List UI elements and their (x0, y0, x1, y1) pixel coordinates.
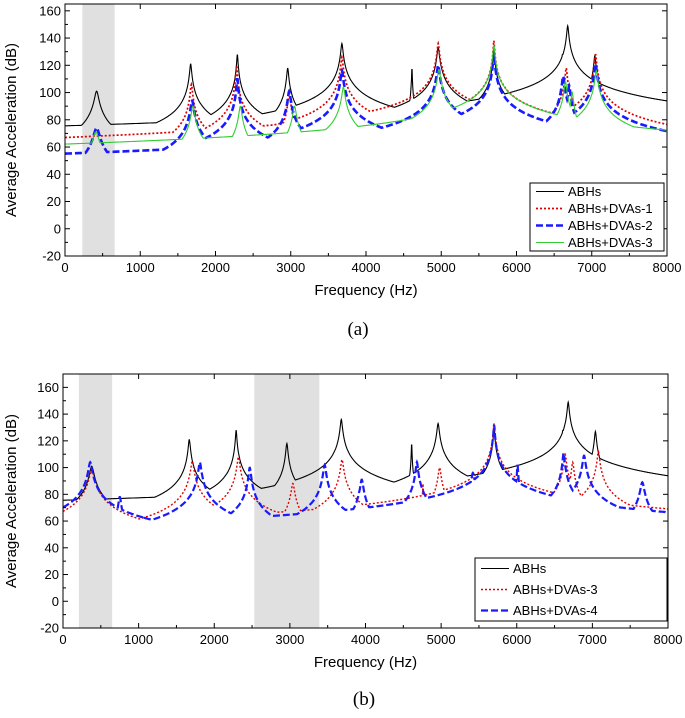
y-tick-label: 80 (47, 112, 61, 127)
series-line-abhs-dvas-3 (65, 44, 667, 145)
panel-caption: (a) (347, 319, 368, 340)
x-tick-label: 2000 (200, 632, 229, 647)
x-tick-label: 5000 (427, 632, 456, 647)
x-tick-label: 1000 (126, 260, 155, 275)
series-line-abhs-dvas-1 (65, 40, 667, 139)
x-tick-label: 2000 (201, 260, 230, 275)
x-tick-label: 0 (61, 260, 68, 275)
legend-box (529, 182, 665, 252)
series-line-abhs-dvas-2 (65, 54, 667, 155)
shaded-band-1 (254, 374, 320, 628)
y-tick-label: 20 (47, 194, 61, 209)
x-tick-label: 8000 (653, 260, 682, 275)
x-tick-label: 8000 (654, 632, 683, 647)
y-tick-label: 60 (47, 140, 61, 155)
x-axis-label: Frequency (Hz) (314, 654, 417, 671)
y-tick-label: 60 (45, 514, 59, 529)
y-tick-label: 160 (39, 3, 61, 18)
chart-panel-b: 0 1000 2000 3000 4000 5000 6000 7000 8000-200204… (3, 373, 683, 710)
y-tick-label: 40 (47, 167, 61, 182)
x-tick-label: 6000 (502, 260, 531, 275)
legend-label: ABHs+DVAs-1 (568, 201, 653, 216)
shaded-band-0 (78, 374, 113, 628)
y-tick-label: 0 (52, 594, 59, 609)
y-tick-label: 160 (37, 380, 59, 395)
series-line-abhs-dvas-3 (63, 423, 668, 520)
y-tick-label: -20 (40, 621, 59, 636)
y-tick-label: 100 (39, 85, 61, 100)
panel-caption: (b) (353, 689, 375, 710)
series-line-abhs (63, 400, 668, 501)
legend-label: ABHs (568, 184, 602, 199)
y-tick-label: 140 (39, 31, 61, 46)
x-axis-label: Frequency (Hz) (314, 282, 417, 299)
x-tick-label: 6000 (502, 632, 531, 647)
y-tick-label: 100 (37, 460, 59, 475)
x-tick-label: 4000 (351, 632, 380, 647)
legend-label: ABHs+DVAs-3 (568, 235, 653, 250)
x-tick-label: 1000 (124, 632, 153, 647)
x-tick-label: 5000 (427, 260, 456, 275)
y-tick-label: 40 (45, 540, 59, 555)
legend-label: ABHs+DVAs-4 (513, 603, 598, 618)
y-tick-label: 0 (54, 221, 61, 236)
y-tick-label: 120 (39, 58, 61, 73)
series-line-abhs (65, 23, 667, 127)
legend-label: ABHs+DVAs-3 (513, 582, 598, 597)
x-tick-label: 7000 (578, 632, 607, 647)
x-tick-label: 4000 (352, 260, 381, 275)
series-line-abhs-dvas-4 (63, 424, 668, 521)
x-tick-label: 3000 (276, 260, 305, 275)
y-axis-label: Average Acceleration (dB) (3, 43, 20, 217)
x-tick-label: 3000 (275, 632, 304, 647)
y-axis-label: Average Acceleration (dB) (3, 414, 20, 588)
chart-panel-a: 0 1000 2000 3000 4000 5000 6000 7000 8000-200204… (3, 3, 681, 340)
legend-label: ABHs+DVAs-2 (568, 218, 653, 233)
x-tick-label: 0 (59, 632, 66, 647)
y-tick-label: 20 (45, 567, 59, 582)
y-tick-label: 120 (37, 433, 59, 448)
x-tick-label: 7000 (577, 260, 606, 275)
legend-label: ABHs (513, 561, 547, 576)
y-tick-label: 80 (45, 487, 59, 502)
y-tick-label: 140 (37, 407, 59, 422)
y-tick-label: -20 (42, 249, 61, 264)
